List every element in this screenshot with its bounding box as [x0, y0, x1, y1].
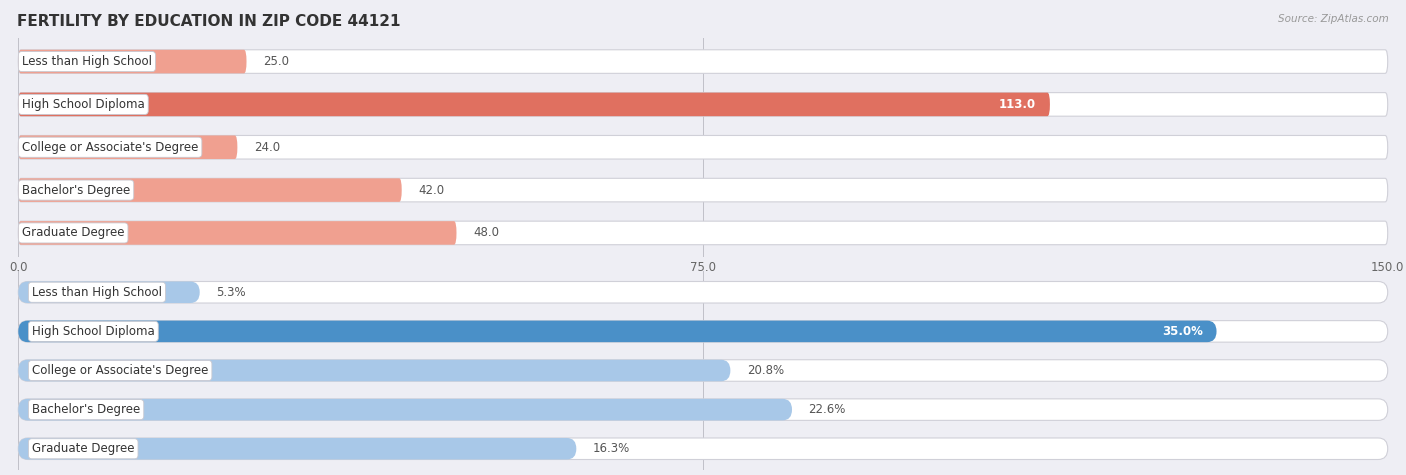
Text: College or Associate's Degree: College or Associate's Degree — [22, 141, 198, 154]
FancyBboxPatch shape — [18, 438, 576, 459]
FancyBboxPatch shape — [18, 93, 1388, 116]
Text: 25.0: 25.0 — [263, 55, 290, 68]
Text: Bachelor's Degree: Bachelor's Degree — [32, 403, 141, 416]
FancyBboxPatch shape — [18, 360, 730, 381]
Text: 22.6%: 22.6% — [808, 403, 846, 416]
Text: Less than High School: Less than High School — [22, 55, 152, 68]
Text: High School Diploma: High School Diploma — [22, 98, 145, 111]
Text: 42.0: 42.0 — [418, 184, 444, 197]
Text: FERTILITY BY EDUCATION IN ZIP CODE 44121: FERTILITY BY EDUCATION IN ZIP CODE 44121 — [17, 14, 401, 29]
FancyBboxPatch shape — [18, 438, 1388, 459]
FancyBboxPatch shape — [18, 50, 246, 73]
FancyBboxPatch shape — [18, 135, 1388, 159]
Text: 113.0: 113.0 — [1000, 98, 1036, 111]
Text: 16.3%: 16.3% — [593, 442, 630, 455]
FancyBboxPatch shape — [18, 282, 200, 303]
Text: Graduate Degree: Graduate Degree — [22, 227, 124, 239]
Text: 48.0: 48.0 — [472, 227, 499, 239]
FancyBboxPatch shape — [18, 321, 1216, 342]
FancyBboxPatch shape — [18, 178, 402, 202]
FancyBboxPatch shape — [18, 321, 1388, 342]
Text: 24.0: 24.0 — [254, 141, 280, 154]
FancyBboxPatch shape — [18, 50, 1388, 73]
FancyBboxPatch shape — [18, 399, 1388, 420]
Text: 5.3%: 5.3% — [217, 286, 246, 299]
Text: Bachelor's Degree: Bachelor's Degree — [22, 184, 131, 197]
FancyBboxPatch shape — [18, 360, 1388, 381]
FancyBboxPatch shape — [18, 135, 238, 159]
Text: 35.0%: 35.0% — [1161, 325, 1204, 338]
FancyBboxPatch shape — [18, 221, 457, 245]
Text: Source: ZipAtlas.com: Source: ZipAtlas.com — [1278, 14, 1389, 24]
FancyBboxPatch shape — [18, 399, 792, 420]
Text: Less than High School: Less than High School — [32, 286, 162, 299]
Text: College or Associate's Degree: College or Associate's Degree — [32, 364, 208, 377]
Text: 20.8%: 20.8% — [747, 364, 785, 377]
FancyBboxPatch shape — [18, 282, 1388, 303]
Text: High School Diploma: High School Diploma — [32, 325, 155, 338]
FancyBboxPatch shape — [18, 178, 1388, 202]
Text: Graduate Degree: Graduate Degree — [32, 442, 135, 455]
FancyBboxPatch shape — [18, 93, 1050, 116]
FancyBboxPatch shape — [18, 221, 1388, 245]
